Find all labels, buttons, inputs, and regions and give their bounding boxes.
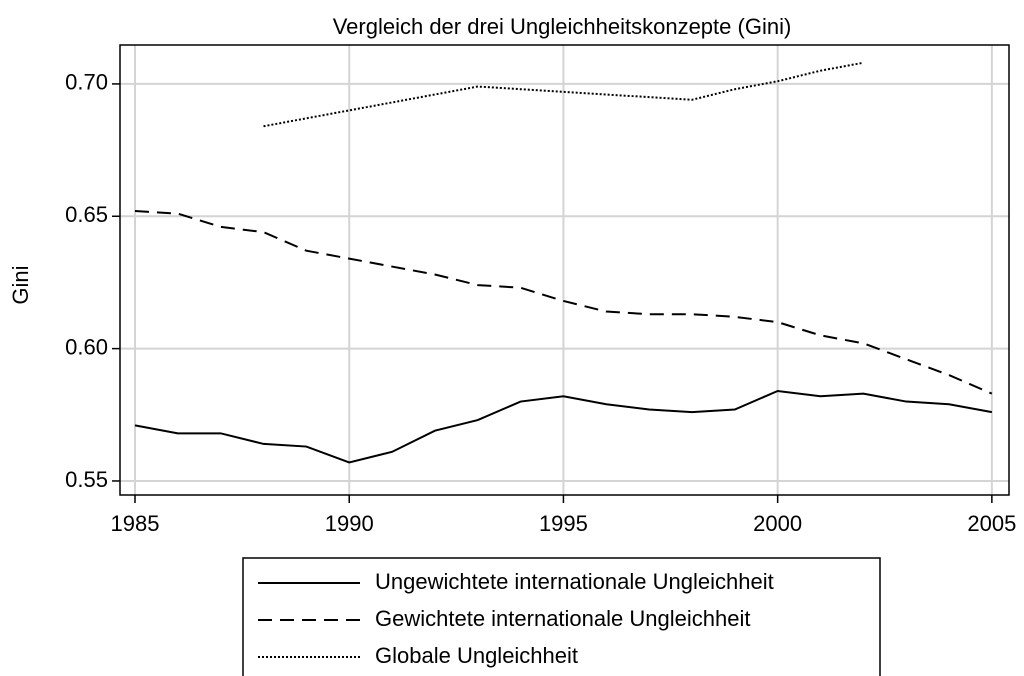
x-tick-label: 1990 xyxy=(325,511,374,536)
data-line xyxy=(134,209,993,395)
y-tick-label: 0.55 xyxy=(65,467,108,492)
legend-label: Globale Ungleichheit xyxy=(375,643,578,668)
plot-frame xyxy=(119,44,1010,496)
legend-label: Ungewichtete internationale Ungleichheit xyxy=(375,569,774,594)
x-tick-label: 1995 xyxy=(539,511,588,536)
x-tick-label: 2005 xyxy=(967,511,1016,536)
y-tick-label: 0.65 xyxy=(65,202,108,227)
legend-label: Gewichtete internationale Ungleichheit xyxy=(375,606,750,631)
y-tick-label: 0.60 xyxy=(65,334,108,359)
data-line xyxy=(134,389,993,464)
x-tick-label: 1985 xyxy=(111,511,160,536)
x-tick-label: 2000 xyxy=(753,511,802,536)
chart-title: Vergleich der drei Ungleichheitskonzepte… xyxy=(333,14,792,39)
y-tick-label: 0.70 xyxy=(65,70,108,95)
data-line xyxy=(263,61,864,128)
y-axis-label: Gini xyxy=(8,265,33,304)
legend-box xyxy=(242,557,881,676)
